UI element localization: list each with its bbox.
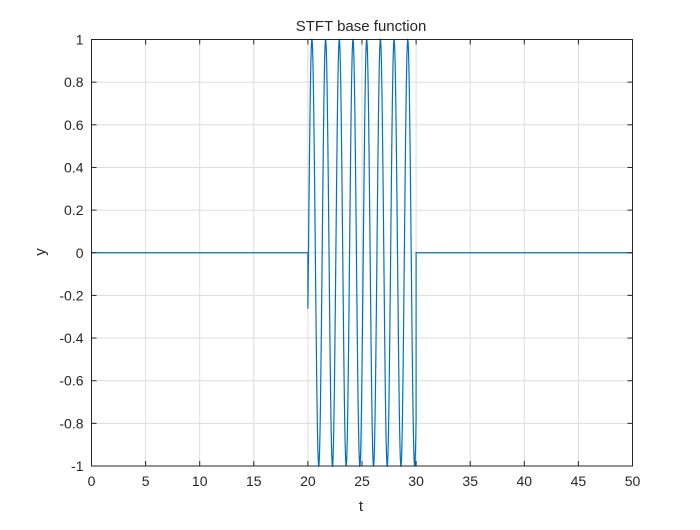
x-tick-label: 0 [88, 473, 96, 489]
y-tick-label: 1 [76, 32, 84, 48]
x-tick-label: 35 [462, 473, 478, 489]
x-tick-label: 45 [571, 473, 587, 489]
y-tick-label: 0.6 [64, 117, 84, 133]
x-tick-label: 10 [192, 473, 208, 489]
x-tick-label: 30 [408, 473, 424, 489]
ticks: 0 5 10 15 20 25 30 35 40 45 50 -1 -0.8 -0.6 -0.4 -0.2 0 0… [59, 32, 640, 490]
x-tick-label: 25 [354, 473, 370, 489]
x-tick-label: 15 [246, 473, 262, 489]
y-tick-label: 0.8 [64, 74, 84, 90]
series [91, 37, 633, 468]
chart-title: STFT base function [296, 18, 427, 35]
y-tick-label: -1 [71, 458, 84, 474]
y-tick-label: 0 [76, 245, 84, 261]
x-tick-label: 20 [300, 473, 316, 489]
y-tick-label: -0.6 [59, 373, 83, 389]
x-tick-label: 50 [625, 473, 641, 489]
y-axis-label: y [32, 248, 49, 256]
y-tick-label: 0.2 [64, 202, 84, 218]
y-tick-label: 0.4 [64, 159, 84, 175]
y-tick-label: -0.2 [59, 287, 83, 303]
y-tick-label: -0.4 [59, 330, 83, 346]
x-axis-label: t [359, 498, 364, 515]
series-line [91, 37, 633, 468]
x-tick-label: 5 [142, 473, 150, 489]
x-tick-label: 40 [517, 473, 533, 489]
y-tick-label: -0.8 [59, 415, 83, 431]
